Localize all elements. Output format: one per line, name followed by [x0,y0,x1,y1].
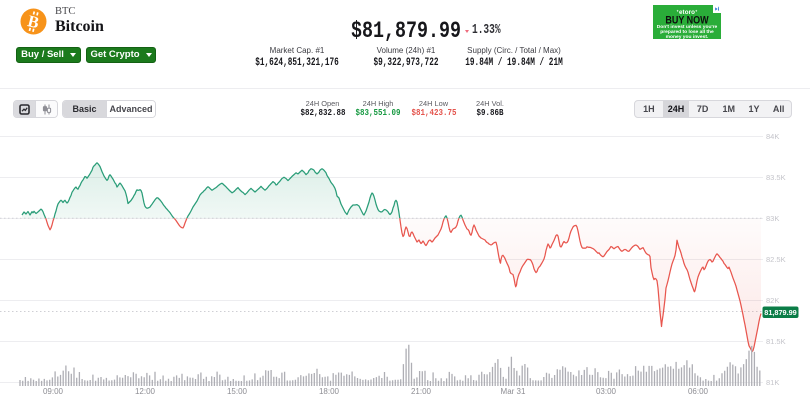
svg-text:81,879.99: 81,879.99 [764,308,796,317]
svg-text:B: B [26,11,41,32]
svg-text:12:00: 12:00 [135,387,156,396]
svg-text:03:00: 03:00 [596,387,617,396]
svg-text:83.5K: 83.5K [766,173,786,182]
svg-text:82.5K: 82.5K [766,255,786,264]
svg-text:82K: 82K [766,296,779,305]
svg-text:15:00: 15:00 [227,387,248,396]
svg-text:83K: 83K [766,214,779,223]
svg-text:81.5K: 81.5K [766,337,786,346]
svg-text:09:00: 09:00 [43,387,64,396]
svg-text:21:00: 21:00 [411,387,432,396]
svg-text:18:00: 18:00 [319,387,340,396]
svg-text:Mar 31: Mar 31 [501,387,526,396]
svg-text:84K: 84K [766,132,779,141]
svg-text:81K: 81K [766,378,779,387]
svg-text:06:00: 06:00 [688,387,709,396]
